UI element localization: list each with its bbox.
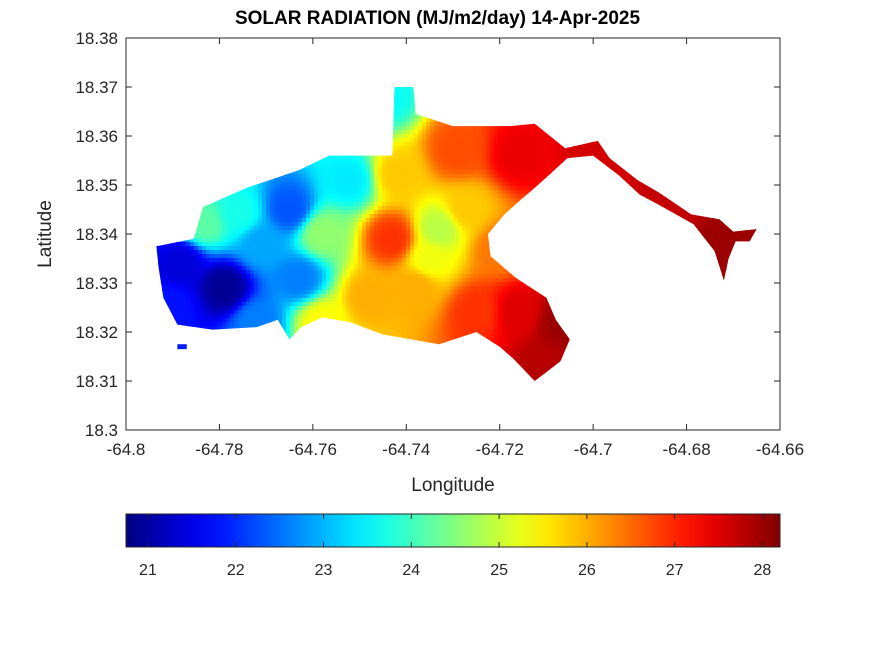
x-axis-label: Longitude (411, 475, 494, 496)
x-tick-label: -64.8 (107, 440, 146, 459)
colorbar-tick-label: 28 (754, 562, 772, 579)
x-tick-label: -64.66 (756, 440, 804, 459)
colorbar-tick-label: 26 (578, 562, 596, 579)
y-tick-label: 18.32 (75, 323, 118, 342)
x-axis: -64.8 -64.78 -64.76 -64.74 -64.72 -64.7 -64.68… (107, 38, 804, 459)
y-tick-label: 18.35 (75, 176, 118, 195)
y-tick-label: 18.36 (75, 127, 118, 146)
y-axis: 18.3 18.31 18.32 18.33 18.34 18.35 18.36 18.37 1… (75, 29, 780, 440)
colorbar-tick-label: 25 (490, 562, 508, 579)
y-tick-label: 18.37 (75, 78, 118, 97)
chart-title: SOLAR RADIATION (MJ/m2/day) 14-Apr-2025 (234, 8, 641, 29)
x-tick-label: -64.7 (574, 440, 613, 459)
y-tick-label: 18.38 (75, 29, 118, 48)
colorbar-gradient (125, 513, 781, 548)
y-axis-label: Latitude (35, 200, 56, 268)
y-tick-label: 18.3 (85, 421, 118, 440)
colorbar-tick-label: 27 (666, 562, 684, 579)
colorbar-ticks: 21 22 23 24 25 26 27 28 (139, 514, 771, 579)
colorbar-tick-label: 22 (227, 562, 245, 579)
colorbar-tick-label: 21 (139, 562, 157, 579)
y-tick-label: 18.33 (75, 274, 118, 293)
x-tick-label: -64.74 (382, 440, 430, 459)
x-tick-label: -64.76 (289, 440, 337, 459)
x-tick-label: -64.78 (195, 440, 243, 459)
x-tick-label: -64.68 (662, 440, 710, 459)
colorbar-tick-label: 23 (315, 562, 333, 579)
y-tick-label: 18.34 (75, 225, 118, 244)
y-tick-label: 18.31 (75, 372, 118, 391)
colorbar: 21 22 23 24 25 26 27 28 (125, 513, 781, 579)
colorbar-tick-label: 24 (402, 562, 420, 579)
x-tick-label: -64.72 (476, 440, 524, 459)
